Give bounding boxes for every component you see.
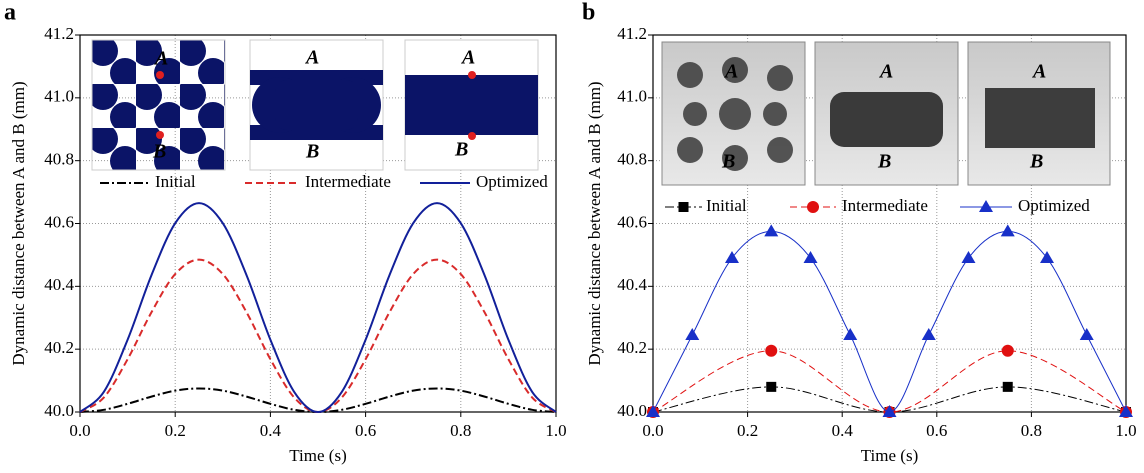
legend-marker xyxy=(807,201,819,213)
series-line xyxy=(652,230,1127,413)
marker xyxy=(803,251,818,264)
inset-label: B xyxy=(152,141,166,163)
marker xyxy=(1000,224,1015,237)
x-tick-label: 0.8 xyxy=(1021,421,1042,440)
x-tick-label: 0.0 xyxy=(69,421,90,440)
inset-photos xyxy=(661,41,1111,186)
series-line xyxy=(79,258,557,414)
marker xyxy=(1001,344,1014,357)
x-tick-label: 0.2 xyxy=(165,421,186,440)
y-tick-label: 41.2 xyxy=(44,24,74,43)
y-tick-label: 40.2 xyxy=(44,338,74,357)
y-tick-label: 41.0 xyxy=(44,87,74,106)
legend-label: Optimized xyxy=(1018,196,1090,215)
x-tick-label: 0.0 xyxy=(642,421,663,440)
inset-label: B xyxy=(721,151,735,173)
inset-label: A xyxy=(723,61,738,83)
inset-label: B xyxy=(1029,151,1043,173)
y-tick-label: 40.8 xyxy=(44,150,74,169)
inset-label: A xyxy=(460,47,475,69)
marker xyxy=(882,405,897,417)
inset-label: A xyxy=(153,48,168,70)
y-tick-label: 40.4 xyxy=(617,275,647,294)
marker xyxy=(1119,405,1133,417)
marker xyxy=(766,381,777,392)
x-tick-label: 1.0 xyxy=(1115,421,1136,440)
series-line xyxy=(652,350,1127,413)
marker xyxy=(1002,381,1013,392)
series-line xyxy=(79,387,557,414)
legend-label: Intermediate xyxy=(305,172,391,191)
y-tick-label: 40.0 xyxy=(617,401,647,420)
inset-label: B xyxy=(454,139,468,161)
series-line xyxy=(79,202,557,414)
y-tick-label: 40.2 xyxy=(617,338,647,357)
marker xyxy=(921,328,936,341)
x-axis-label: Time (s) xyxy=(861,446,918,465)
panel-label: b xyxy=(582,0,595,26)
y-tick-label: 40.6 xyxy=(44,212,74,231)
y-tick-label: 41.0 xyxy=(617,87,647,106)
x-tick-label: 0.4 xyxy=(832,421,854,440)
inset-label: A xyxy=(1031,61,1046,83)
x-axis-label: Time (s) xyxy=(289,446,346,465)
marker xyxy=(685,328,700,341)
legend-label: Initial xyxy=(155,172,196,191)
marker xyxy=(961,251,976,264)
marker xyxy=(1040,251,1055,264)
legend-label: Initial xyxy=(706,196,747,215)
y-axis-label: Dynamic distance between A and B (mm) xyxy=(9,81,28,365)
marker xyxy=(843,328,858,341)
inset-label: B xyxy=(877,151,891,173)
marker xyxy=(1079,328,1094,341)
marker xyxy=(646,405,660,417)
x-tick-label: 0.6 xyxy=(926,421,947,440)
marker xyxy=(764,224,779,237)
y-tick-label: 40.8 xyxy=(617,150,647,169)
x-tick-label: 1.0 xyxy=(545,421,566,440)
x-tick-label: 0.8 xyxy=(450,421,471,440)
inset-label: B xyxy=(305,141,319,163)
legend-marker xyxy=(678,202,689,212)
y-tick-label: 41.2 xyxy=(617,24,647,43)
y-tick-label: 40.4 xyxy=(44,275,74,294)
inset-label: A xyxy=(878,61,893,83)
panel-label: a xyxy=(4,0,16,26)
marker xyxy=(724,251,739,264)
y-axis-label: Dynamic distance between A and B (mm) xyxy=(585,81,604,365)
legend-label: Optimized xyxy=(476,172,548,191)
legend-marker xyxy=(979,200,993,212)
inset-label: A xyxy=(304,47,319,69)
y-tick-label: 40.6 xyxy=(617,212,647,231)
x-tick-label: 0.4 xyxy=(260,421,282,440)
x-tick-label: 0.2 xyxy=(737,421,758,440)
marker xyxy=(765,344,778,357)
legend-label: Intermediate xyxy=(842,196,928,215)
y-tick-label: 40.0 xyxy=(44,401,74,420)
x-tick-label: 0.6 xyxy=(355,421,376,440)
